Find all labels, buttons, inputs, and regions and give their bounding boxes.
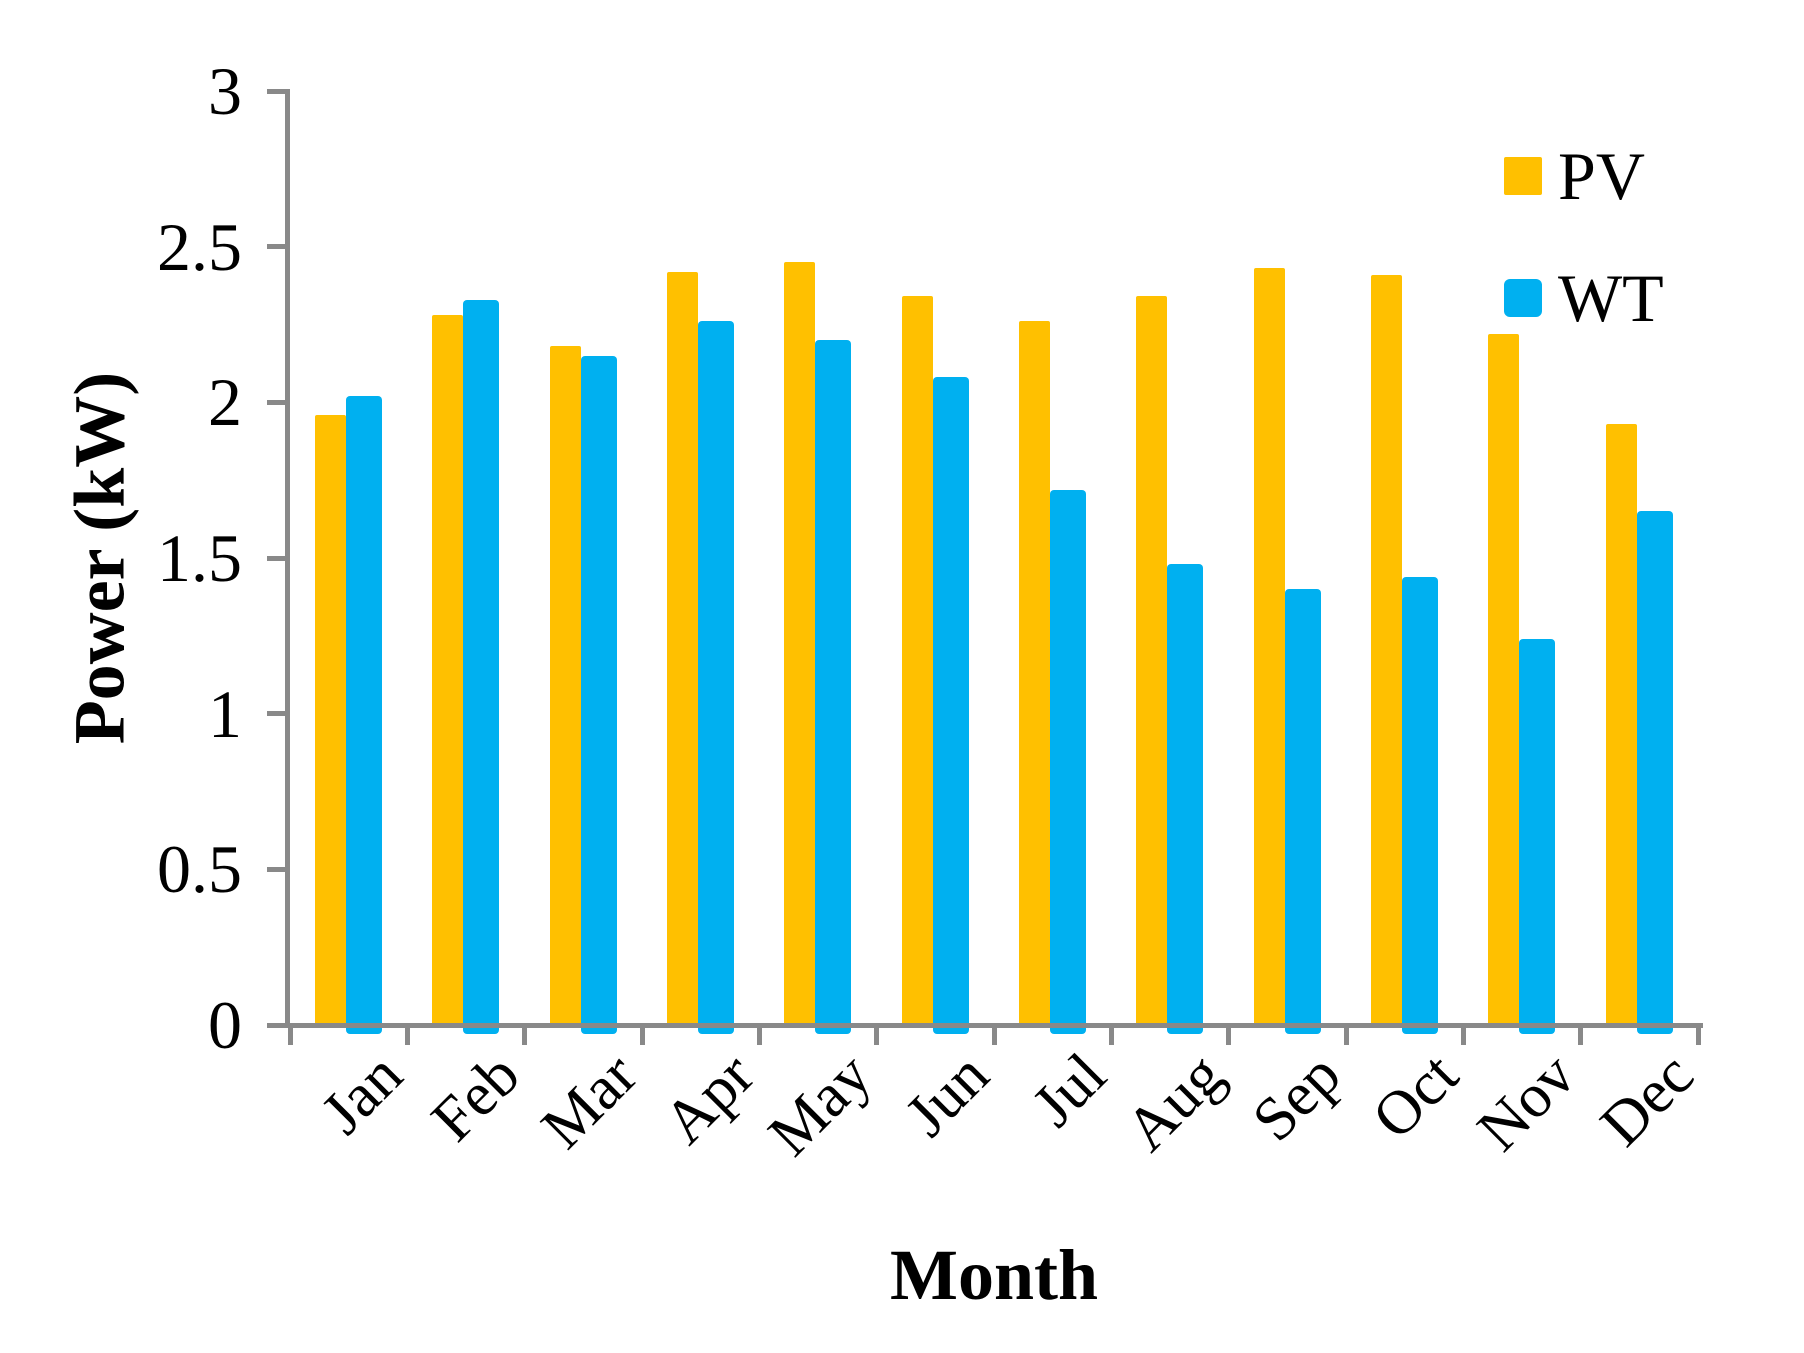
x-tick-label-aug: Aug [1113, 1040, 1237, 1165]
y-tick-mark [267, 711, 290, 717]
x-tick-mark [1108, 1023, 1114, 1045]
bar-pv-nov [1488, 333, 1520, 1028]
legend-entry-wt: WT [1504, 262, 1664, 334]
bar-pv-mar [549, 346, 581, 1028]
x-tick-mark [756, 1023, 762, 1045]
bar-wt-jun [932, 377, 969, 1034]
x-tick-mark [1695, 1023, 1701, 1045]
bar-pv-sep [1253, 268, 1285, 1028]
bar-wt-mar [580, 355, 617, 1034]
x-tick-mark [1343, 1023, 1349, 1045]
x-tick-mark [522, 1023, 528, 1045]
wt-swatch-icon [1504, 279, 1542, 317]
bar-pv-feb [432, 315, 464, 1028]
x-tick-label-dec: Dec [1587, 1040, 1707, 1160]
y-tick-mark [267, 88, 290, 94]
x-tick-mark [287, 1023, 293, 1045]
bar-pv-jul [1019, 321, 1050, 1028]
x-tick-mark [874, 1023, 880, 1045]
x-tick-label-apr: Apr [651, 1040, 768, 1157]
y-tick-mark [267, 244, 290, 250]
bar-wt-aug [1167, 564, 1204, 1034]
x-tick-label-oct: Oct [1359, 1040, 1472, 1152]
y-axis-line [285, 91, 290, 1028]
y-tick-mark [267, 866, 290, 872]
y-tick-mark [267, 399, 290, 405]
legend-label-wt: WT [1558, 260, 1664, 336]
bar-pv-apr [667, 271, 698, 1028]
bar-pv-dec [1605, 424, 1637, 1028]
x-tick-mark [991, 1023, 997, 1045]
x-tick-label-jul: Jul [1020, 1040, 1120, 1140]
bar-wt-feb [463, 299, 500, 1034]
bar-wt-oct [1402, 576, 1438, 1034]
bar-pv-may [784, 262, 816, 1028]
y-tick-label: 1 [208, 675, 242, 752]
bar-pv-jan [315, 414, 346, 1028]
y-tick-label: 0.5 [157, 831, 242, 908]
x-tick-label-sep: Sep [1240, 1040, 1355, 1155]
x-axis-title: Month [889, 1235, 1099, 1315]
y-tick-label: 2.5 [157, 208, 242, 285]
x-tick-mark [1226, 1023, 1232, 1045]
x-tick-label-may: May [756, 1040, 885, 1170]
x-tick-label-jun: Jun [893, 1040, 1003, 1150]
bar-wt-sep [1284, 589, 1321, 1034]
x-tick-mark [639, 1023, 645, 1045]
x-tick-mark [404, 1023, 410, 1045]
legend: PV WT [1504, 140, 1664, 384]
y-tick-mark [267, 1022, 290, 1028]
bar-wt-dec [1636, 511, 1673, 1034]
x-tick-label-mar: Mar [528, 1040, 651, 1162]
bar-pv-jun [901, 296, 933, 1028]
y-tick-label: 0 [208, 987, 242, 1063]
x-tick-mark [1460, 1023, 1466, 1045]
bar-pv-aug [1136, 296, 1168, 1028]
bar-wt-jul [1050, 489, 1086, 1034]
x-tick-label-feb: Feb [418, 1040, 533, 1155]
legend-entry-pv: PV [1504, 140, 1664, 212]
x-tick-mark [1578, 1023, 1584, 1045]
x-tick-label-nov: Nov [1465, 1040, 1589, 1165]
x-tick-label-jan: Jan [308, 1040, 416, 1148]
pv-swatch-icon [1504, 157, 1542, 195]
y-tick-label: 3 [208, 53, 242, 129]
y-tick-mark [267, 555, 290, 561]
y-tick-label: 1.5 [157, 520, 242, 596]
y-tick-label: 2 [208, 364, 242, 441]
bar-wt-apr [698, 321, 734, 1034]
y-axis-title: Power (kW) [59, 371, 140, 745]
x-axis-line [285, 1023, 1703, 1028]
bar-wt-may [815, 340, 852, 1034]
legend-label-pv: PV [1558, 138, 1645, 214]
bar-pv-oct [1371, 274, 1402, 1028]
bar-wt-nov [1519, 638, 1556, 1034]
bar-wt-jan [346, 396, 382, 1034]
